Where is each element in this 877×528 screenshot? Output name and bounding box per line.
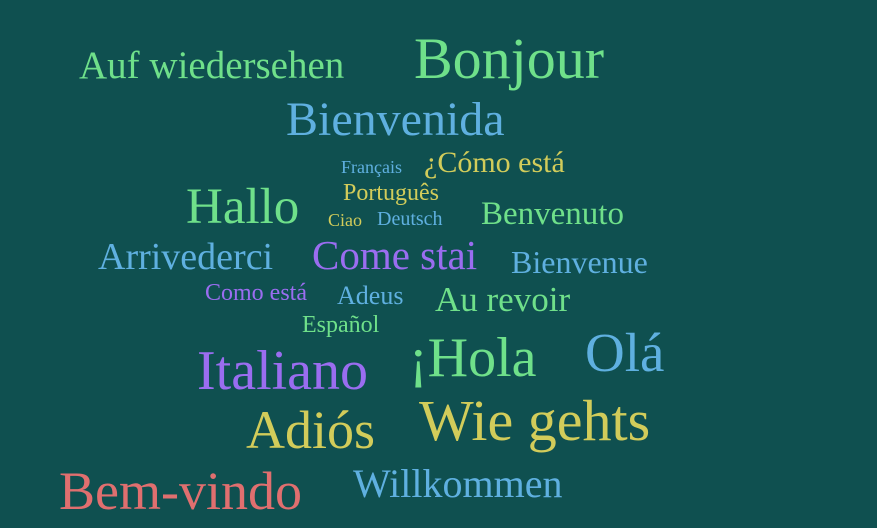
word-auf-wiedersehen: Auf wiedersehen [79, 44, 345, 87]
word-benvenuto: Benvenuto [481, 196, 624, 232]
word-arrivederci: Arrivederci [98, 236, 274, 278]
word-bem-vindo: Bem-vindo [59, 461, 302, 521]
word-ola: Olá [585, 322, 665, 383]
word-deutsch: Deutsch [377, 208, 443, 230]
word-wie-gehts: Wie gehts [419, 388, 651, 453]
word-au-revoir: Au revoir [435, 280, 571, 319]
word-espanol: Español [302, 312, 380, 338]
word-hola: ¡Hola [409, 327, 537, 389]
word-bonjour: Bonjour [414, 26, 605, 91]
word-bienvenue: Bienvenue [511, 244, 648, 280]
word-adios: Adiós [246, 400, 376, 460]
word-come-stai: Come stai [312, 232, 478, 278]
word-bienvenida: Bienvenida [286, 93, 505, 146]
word-como-esta-question: ¿Cómo está [424, 146, 565, 179]
word-hallo: Hallo [186, 179, 300, 235]
word-portugues: Português [343, 180, 439, 206]
word-italiano: Italiano [197, 340, 369, 402]
word-ciao: Ciao [328, 210, 362, 230]
word-adeus: Adeus [337, 281, 404, 310]
word-como-esta: Como está [205, 280, 307, 306]
word-francais: Français [341, 157, 402, 177]
word-willkommen: Willkommen [353, 461, 563, 506]
